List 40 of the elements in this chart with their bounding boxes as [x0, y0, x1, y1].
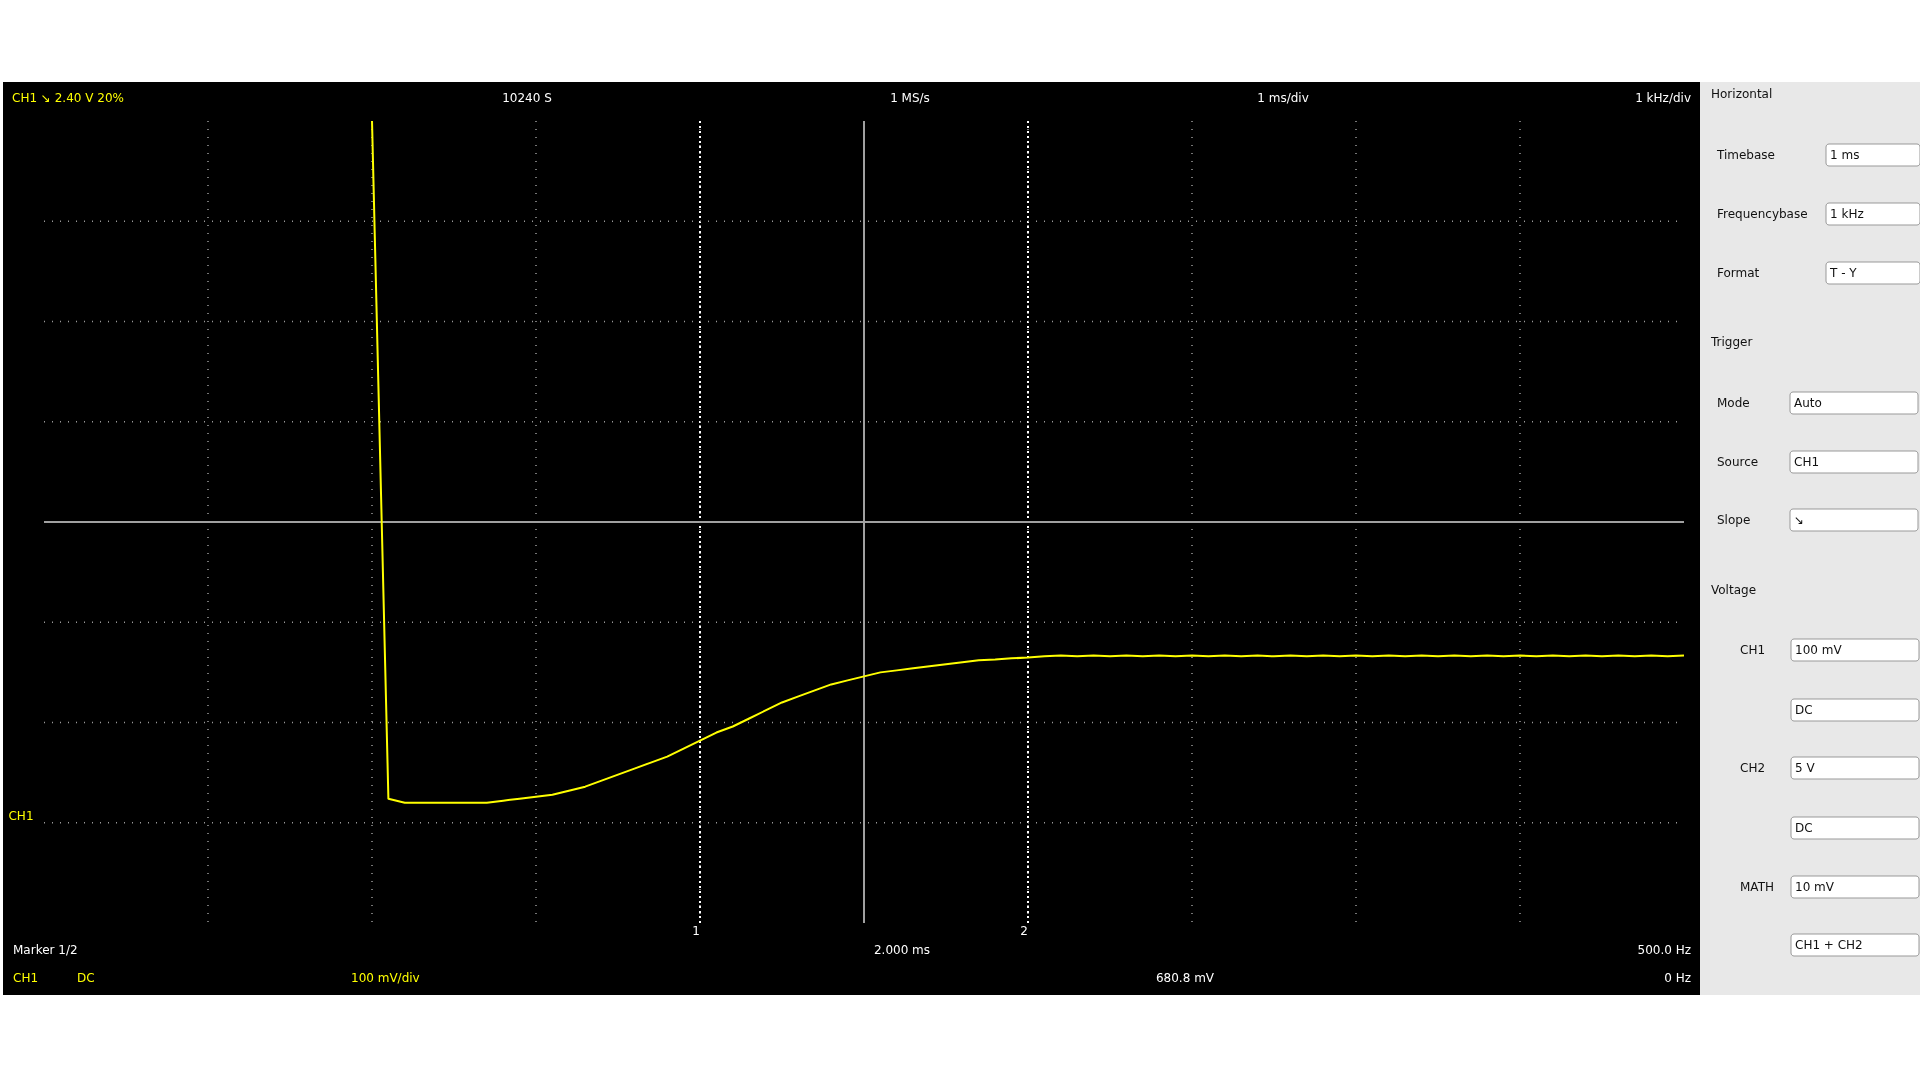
text: 5 V [1795, 761, 1816, 775]
text: 2 [1020, 924, 1028, 938]
text: 100 mV [1795, 643, 1843, 657]
text: CH2 [1740, 761, 1766, 775]
text: 10240 S [502, 91, 552, 105]
text: DC [77, 971, 95, 985]
text: CH1 [8, 809, 34, 823]
text: DC [1795, 821, 1813, 835]
text: 680.8 mV [1155, 971, 1215, 985]
text: MATH [1740, 880, 1774, 894]
text: 1 ms [1830, 148, 1860, 162]
text: 1 kHz/div [1635, 91, 1691, 105]
text: 1 MS/s [890, 91, 930, 105]
text: DC [1795, 703, 1813, 717]
text: CH1 [1740, 643, 1766, 657]
text: Slope [1717, 513, 1751, 527]
text: Trigger [1710, 335, 1753, 349]
text: Horizontal [1711, 87, 1773, 101]
text: Auto [1794, 396, 1822, 410]
text: 1 kHz [1830, 207, 1864, 221]
text: Mode [1717, 396, 1750, 410]
text: 1 ms/div [1257, 91, 1309, 105]
text: Source [1717, 455, 1759, 469]
text: CH1 [1794, 455, 1820, 469]
text: 2.000 ms [873, 943, 931, 957]
text: Voltage [1711, 583, 1757, 597]
text: 500.0 Hz [1637, 943, 1691, 957]
text: 10 mV [1795, 880, 1835, 894]
text: 100 mV/div [351, 971, 420, 985]
text: 1 [692, 924, 700, 938]
text: Marker 1/2 [13, 943, 78, 957]
text: Frequencybase [1717, 207, 1808, 221]
text: Format [1717, 266, 1760, 280]
text: 0 Hz [1664, 971, 1691, 985]
text: CH1 [13, 971, 39, 985]
text: CH1 ↘ 2.40 V 20% [12, 91, 124, 105]
text: Timebase [1716, 148, 1775, 162]
text: T - Y [1829, 266, 1858, 280]
text: ↘ [1794, 513, 1805, 527]
text: CH1 + CH2 [1795, 938, 1863, 952]
